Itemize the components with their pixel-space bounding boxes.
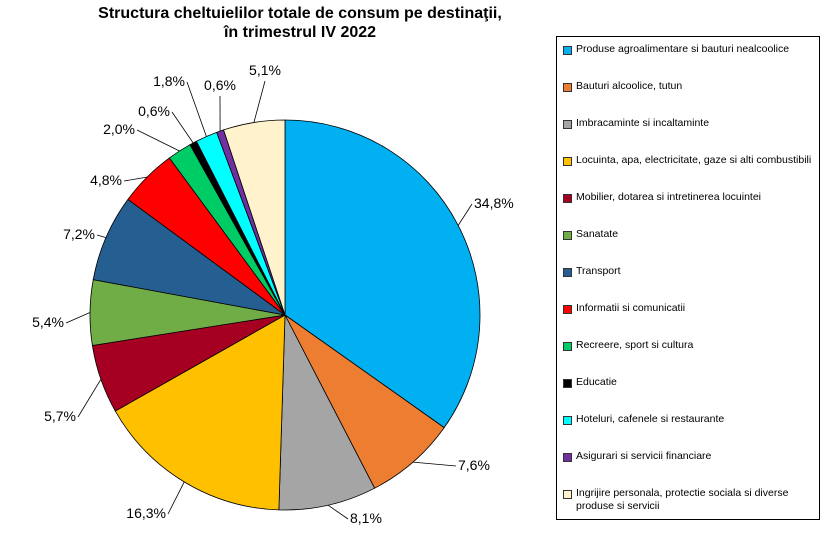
legend-swatch [563,342,572,351]
chart-title: Structura cheltuielilor totale de consum… [90,4,510,42]
legend-swatch [563,120,572,129]
data-label: 4,8% [90,172,122,188]
legend-swatch [563,490,572,499]
leader-line [412,461,457,467]
leader-line [96,234,107,238]
legend-swatch [563,305,572,314]
data-label: 5,7% [44,408,76,424]
legend-item: Bauturi alcoolice, tutun [563,80,815,117]
legend-label: Bauturi alcoolice, tutun [576,80,683,92]
legend-swatch [563,83,572,92]
legend-swatch [563,416,572,425]
legend-item: Transport [563,265,815,302]
data-label: 34,8% [474,195,514,211]
pie-slice [278,313,376,511]
data-label: 2,0% [103,121,135,137]
data-label: 1,8% [153,73,185,89]
legend-swatch [563,453,572,462]
leader-line [457,203,473,226]
data-label: 5,4% [32,314,64,330]
legend-item: Mobilier, dotarea si intretinerea locuin… [563,191,815,228]
legend-item: Produse agroalimentare si bauturi nealco… [563,43,815,80]
legend-label: Hoteluri, cafenele si restaurante [576,413,725,425]
pie-slice [223,119,286,316]
data-label: 16,3% [126,505,166,521]
legend-label: Ingrijire personala, protectie sociala s… [576,487,789,512]
data-label: 7,6% [458,457,490,473]
data-label: 5,1% [249,62,281,78]
legend-label: Informatii si comunicatii [576,302,686,314]
legend-item: Informatii si comunicatii [563,302,815,339]
legend-swatch [563,379,572,388]
leader-line [136,129,180,152]
legend-label: Mobilier, dotarea si intretinerea locuin… [576,191,762,203]
legend-item: Recreere, sport si cultura [563,339,815,376]
leader-line [65,312,91,324]
legend-item: Sanatate [563,228,815,265]
legend-label: Transport [576,265,621,277]
legend-swatch [563,231,572,240]
leader-line [123,176,148,182]
data-label: 0,6% [204,77,236,93]
legend-label: Imbracaminte si incaltaminte [576,117,710,129]
leader-line [77,379,102,418]
legend-item: Locuinta, apa, electricitate, gaze si al… [563,154,815,191]
data-label: 0,6% [138,103,170,119]
chart-title-line-1: Structura cheltuielilor totale de consum… [98,5,502,22]
legend-label: Recreere, sport si cultura [576,339,694,351]
legend-label: Sanatate [576,228,619,240]
legend-swatch [563,194,572,203]
legend-item: Imbracaminte si incaltaminte [563,117,815,154]
pie-slice [284,119,481,429]
leader-line [167,481,185,515]
legend-swatch [563,157,572,166]
legend-label: Asigurari si servicii financiare [576,450,712,462]
leader-line [253,80,266,123]
legend-label: Produse agroalimentare si bauturi nealco… [576,43,790,55]
legend-swatch [563,268,572,277]
pie-slice [284,314,445,489]
legend-item: Asigurari si servicii financiare [563,450,815,487]
legend-item: Ingrijire personala, protectie sociala s… [563,487,815,513]
leader-line [171,111,194,144]
legend-label: Educatie [576,376,617,388]
leader-line [327,504,349,520]
chart-title-line-2: în trimestrul IV 2022 [223,24,377,41]
legend-label: Locuinta, apa, electricitate, gaze si al… [576,154,812,166]
legend-item: Educatie [563,376,815,413]
data-label: 8,1% [350,510,382,526]
pie-chart: 34,8%7,6%8,1%16,3%5,7%5,4%7,2%4,8%2,0%0,… [32,62,514,526]
data-label: 7,2% [63,226,95,242]
legend-swatch [563,46,572,55]
legend-item: Hoteluri, cafenele si restaurante [563,413,815,450]
chart-legend: Produse agroalimentare si bauturi nealco… [556,36,820,520]
leader-line [186,81,207,137]
